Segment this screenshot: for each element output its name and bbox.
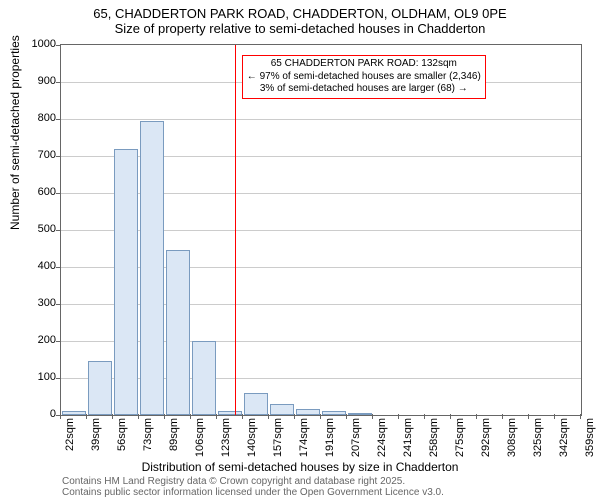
xtick-label: 224sqm [376, 418, 388, 457]
xtick-mark [320, 414, 321, 419]
ytick-label: 600 [16, 186, 56, 198]
xtick-mark [294, 414, 295, 419]
xtick-label: 342sqm [558, 418, 570, 457]
xtick-label: 73sqm [142, 418, 154, 451]
y-axis-label: Number of semi-detached properties [8, 35, 22, 230]
xtick-mark [398, 414, 399, 419]
xtick-label: 325sqm [532, 418, 544, 457]
histogram-bar [114, 149, 139, 415]
xtick-mark [476, 414, 477, 419]
xtick-label: 308sqm [506, 418, 518, 457]
xtick-label: 22sqm [64, 418, 76, 451]
reference-line [235, 45, 236, 415]
histogram-bar [348, 413, 373, 415]
ytick-label: 200 [16, 334, 56, 346]
ytick-label: 300 [16, 297, 56, 309]
xtick-label: 292sqm [480, 418, 492, 457]
ytick-label: 500 [16, 223, 56, 235]
xtick-mark [242, 414, 243, 419]
chart-area: 65 CHADDERTON PARK ROAD: 132sqm← 97% of … [60, 44, 580, 414]
xtick-label: 241sqm [402, 418, 414, 457]
xtick-mark [190, 414, 191, 419]
xtick-label: 174sqm [298, 418, 310, 457]
ytick-label: 800 [16, 112, 56, 124]
ytick-mark [56, 267, 61, 268]
histogram-bar [140, 121, 165, 415]
title-subtitle: Size of property relative to semi-detach… [0, 21, 600, 36]
ytick-mark [56, 193, 61, 194]
xtick-label: 123sqm [220, 418, 232, 457]
ytick-mark [56, 82, 61, 83]
ytick-label: 100 [16, 371, 56, 383]
annotation-line: 3% of semi-detached houses are larger (6… [247, 83, 481, 96]
xtick-mark [424, 414, 425, 419]
xtick-mark [268, 414, 269, 419]
ytick-mark [56, 156, 61, 157]
gridline [61, 119, 581, 120]
footer-line2: Contains public sector information licen… [62, 487, 444, 498]
xtick-mark [112, 414, 113, 419]
ytick-mark [56, 45, 61, 46]
histogram-bar [166, 250, 191, 415]
xtick-label: 258sqm [428, 418, 440, 457]
histogram-bar [192, 341, 217, 415]
histogram-bar [296, 409, 321, 415]
xtick-label: 191sqm [324, 418, 336, 457]
ytick-mark [56, 378, 61, 379]
xtick-mark [164, 414, 165, 419]
annotation-line: ← 97% of semi-detached houses are smalle… [247, 71, 481, 84]
xtick-label: 359sqm [584, 418, 596, 457]
xtick-label: 207sqm [350, 418, 362, 457]
xtick-mark [86, 414, 87, 419]
histogram-bar [322, 411, 347, 415]
xtick-mark [580, 414, 581, 419]
histogram-bar [218, 411, 243, 415]
ytick-label: 1000 [16, 38, 56, 50]
histogram-bar [270, 404, 295, 415]
xtick-mark [554, 414, 555, 419]
ytick-label: 700 [16, 149, 56, 161]
plot-area: 65 CHADDERTON PARK ROAD: 132sqm← 97% of … [60, 44, 582, 416]
x-axis-label: Distribution of semi-detached houses by … [0, 460, 600, 474]
xtick-mark [372, 414, 373, 419]
xtick-mark [216, 414, 217, 419]
xtick-mark [528, 414, 529, 419]
ytick-mark [56, 230, 61, 231]
xtick-label: 39sqm [90, 418, 102, 451]
footer-line1: Contains HM Land Registry data © Crown c… [62, 476, 405, 487]
ytick-mark [56, 119, 61, 120]
title-address: 65, CHADDERTON PARK ROAD, CHADDERTON, OL… [0, 6, 600, 21]
histogram-bar [88, 361, 113, 415]
xtick-mark [60, 414, 61, 419]
ytick-label: 0 [16, 408, 56, 420]
annotation-line: 65 CHADDERTON PARK ROAD: 132sqm [247, 58, 481, 71]
xtick-mark [450, 414, 451, 419]
xtick-label: 89sqm [168, 418, 180, 451]
xtick-mark [138, 414, 139, 419]
histogram-bar [244, 393, 269, 415]
xtick-label: 157sqm [272, 418, 284, 457]
title-block: 65, CHADDERTON PARK ROAD, CHADDERTON, OL… [0, 0, 600, 36]
ytick-label: 900 [16, 75, 56, 87]
ytick-mark [56, 341, 61, 342]
xtick-label: 56sqm [116, 418, 128, 451]
ytick-label: 400 [16, 260, 56, 272]
xtick-mark [346, 414, 347, 419]
figure-container: 65, CHADDERTON PARK ROAD, CHADDERTON, OL… [0, 0, 600, 500]
xtick-mark [502, 414, 503, 419]
histogram-bar [62, 411, 87, 415]
ytick-mark [56, 304, 61, 305]
xtick-label: 275sqm [454, 418, 466, 457]
annotation-box: 65 CHADDERTON PARK ROAD: 132sqm← 97% of … [242, 55, 486, 99]
xtick-label: 140sqm [246, 418, 258, 457]
xtick-label: 106sqm [194, 418, 206, 457]
